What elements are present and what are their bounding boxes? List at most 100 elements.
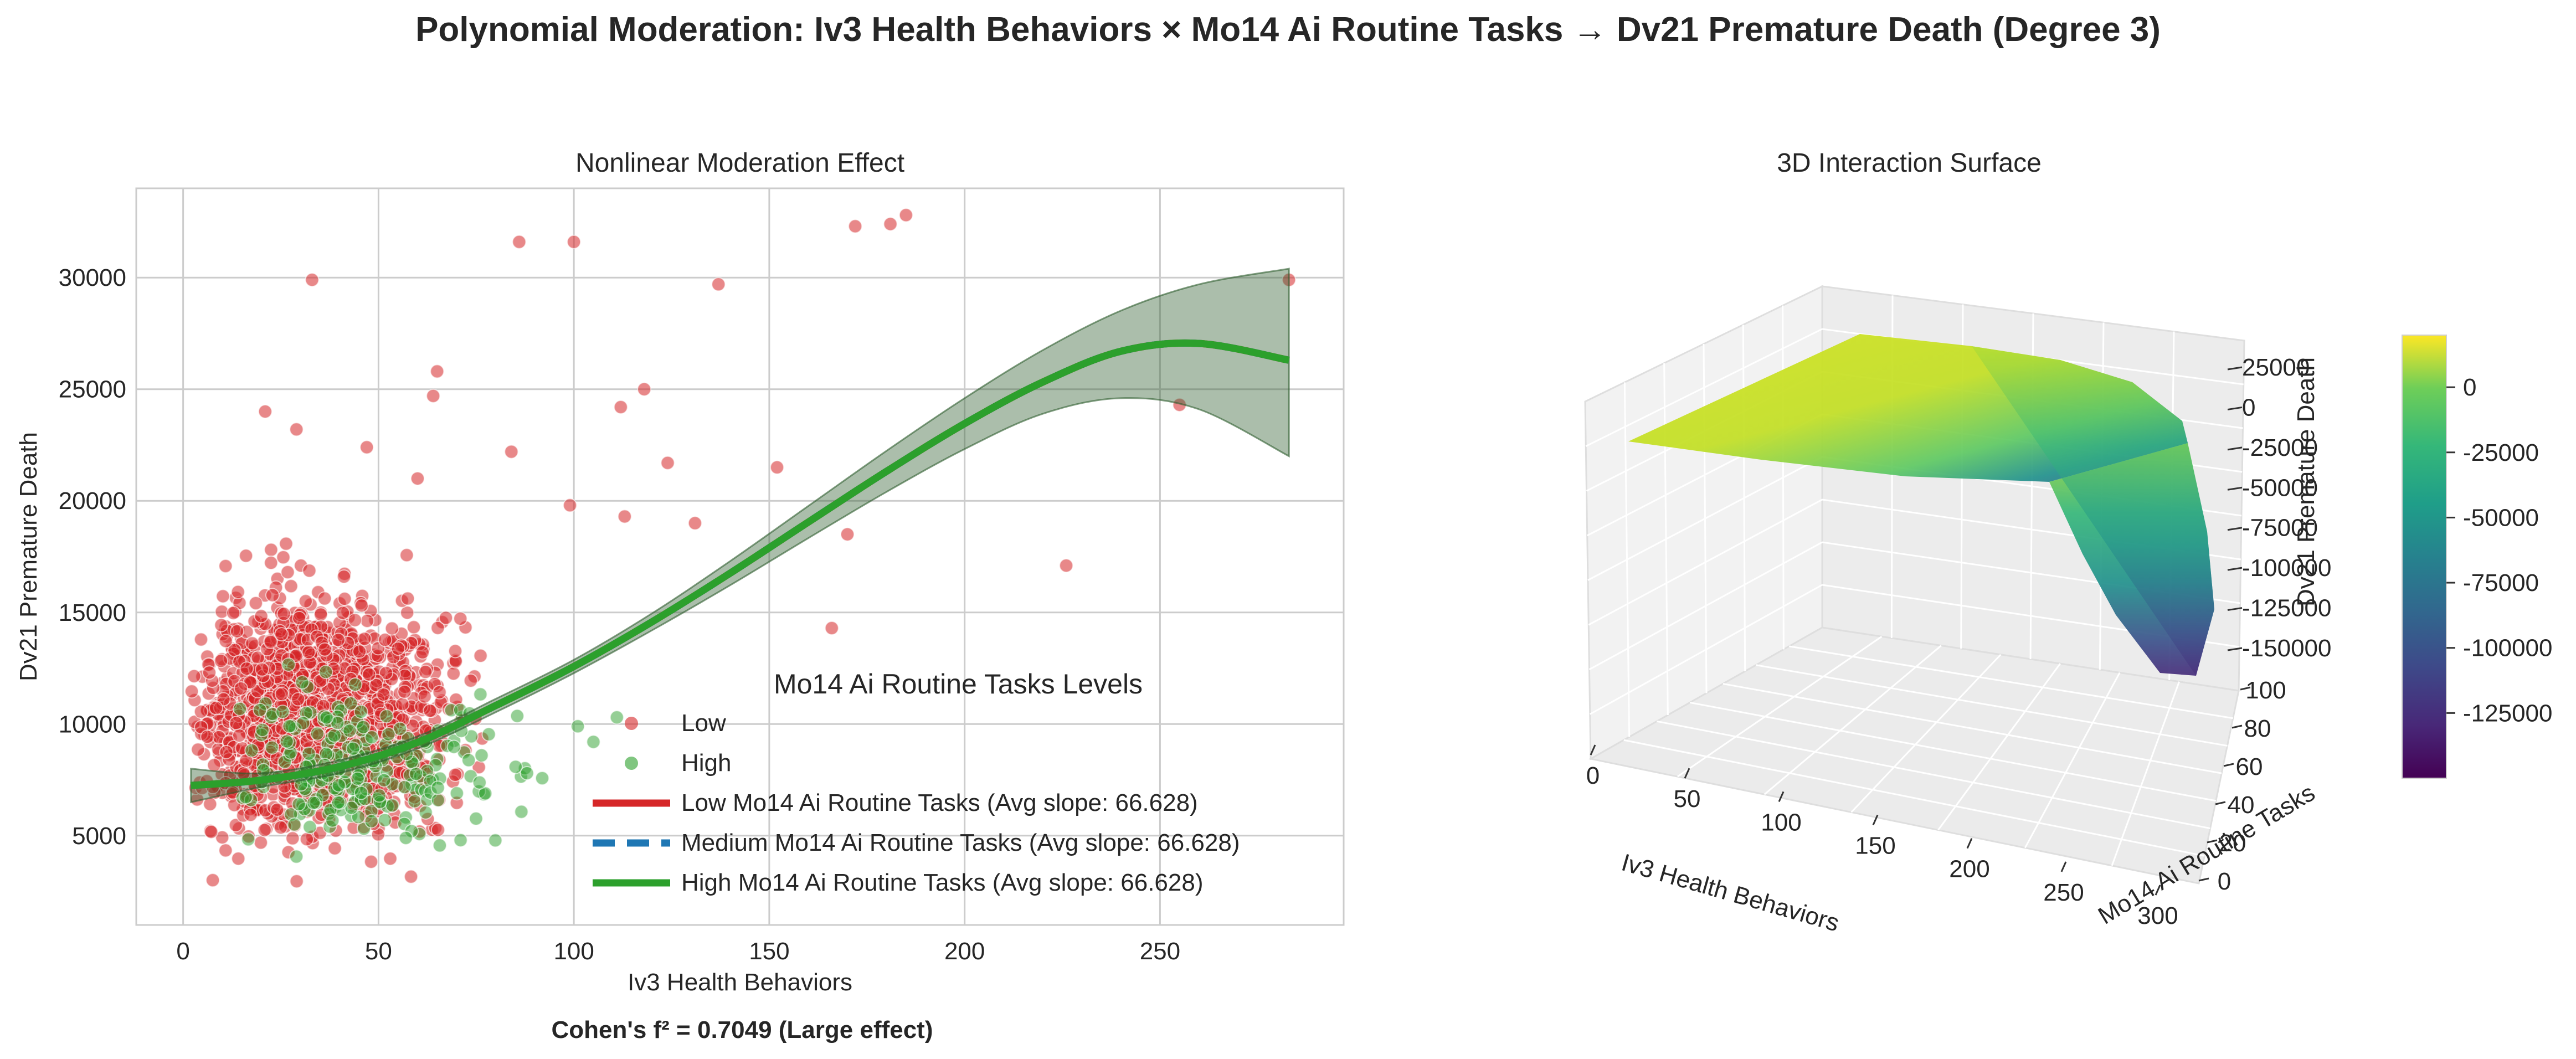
scatter-point (208, 701, 223, 716)
scatter-point (214, 654, 229, 669)
scatter-point (563, 498, 578, 513)
scatter-point (364, 814, 379, 829)
legend-marker (625, 757, 638, 770)
scatter-point (372, 788, 387, 803)
y3d-tick-label: 40 (2228, 791, 2255, 819)
scatter-point (353, 704, 368, 719)
scatter-point (357, 631, 372, 646)
scatter-point (302, 563, 317, 578)
scatter-point (253, 702, 268, 717)
confidence-band-area (190, 268, 1290, 804)
scatter-point (488, 833, 503, 848)
scatter-point (342, 723, 357, 738)
scatter-point (687, 516, 702, 531)
scatter-point (257, 822, 272, 837)
scatter-point (239, 548, 254, 563)
scatter-point (331, 778, 346, 793)
scatter-point (337, 569, 352, 584)
scatter-point (711, 277, 726, 292)
scatter-point (204, 824, 219, 839)
scatter-point (504, 444, 519, 459)
scatter-point (352, 644, 367, 659)
scatter-point (241, 832, 256, 847)
scatter-point (350, 771, 365, 786)
scatter-point (202, 665, 217, 680)
x3d-tick-label: 150 (1855, 832, 1895, 860)
y3d-tick (2207, 839, 2218, 844)
scatter-point (191, 742, 205, 757)
scatter-point (613, 399, 628, 414)
y-tick-label: 25000 (59, 376, 126, 403)
scatter-point (310, 726, 325, 741)
y3d-tick-label: 60 (2236, 753, 2263, 780)
scatter-point (275, 705, 290, 719)
z3d-tick-label: -150000 (2242, 635, 2331, 662)
scatter-point (397, 684, 412, 699)
x-tick-label: 250 (1140, 938, 1180, 965)
scatter-point (194, 632, 209, 647)
scatter-point (253, 835, 268, 850)
scatter-point (306, 795, 321, 810)
x3d-tick-label: 200 (1949, 856, 1989, 883)
scatter-point (313, 607, 328, 622)
x3d-tick (1590, 744, 1596, 755)
confidence-band (190, 268, 1290, 804)
scatter-point (279, 536, 294, 551)
z3d-tick (2227, 486, 2243, 491)
scatter-point (364, 730, 379, 745)
scatter-point (512, 234, 527, 249)
surface-slope (1972, 346, 2214, 676)
scatter-point (393, 721, 408, 736)
scatter-point (384, 621, 399, 636)
fit-line-high (191, 339, 1290, 789)
scatter-point (461, 753, 476, 768)
scatter-point (453, 611, 468, 626)
floor-gridline (1677, 636, 1883, 778)
scatter-point (274, 687, 289, 702)
scatter-point (305, 273, 320, 287)
scatter-point (637, 382, 652, 397)
scatter-point (469, 811, 484, 826)
axes-3d: 0 50 100 150 200 250 300 0 20 40 60 80 100 25000 0 -250… (1586, 354, 2332, 929)
scatter-point (205, 873, 220, 888)
scatter-point (359, 440, 374, 455)
scatter-point (265, 588, 280, 603)
scatter-point (230, 584, 245, 599)
scatter-point (356, 719, 371, 734)
left-x-axis-label: Iv3 Health Behaviors (628, 969, 852, 996)
scatter-point (230, 624, 245, 639)
scatter-point (218, 843, 233, 858)
scatter-point (318, 665, 333, 680)
scatter-point (219, 744, 234, 759)
scatter-point (410, 471, 425, 486)
scatter-point (379, 666, 394, 681)
legend-label: Low (681, 710, 726, 737)
scatter-point (354, 598, 369, 613)
legend-entries: Low High Low Mo14 Ai Routine Tasks (Avg sl… (593, 710, 1240, 896)
scatter-point (218, 559, 233, 574)
x-tick-label: 150 (749, 938, 789, 965)
z3d-tick (2227, 446, 2243, 451)
scatter-point (417, 689, 432, 704)
x-tick-label: 50 (365, 938, 392, 965)
scatter-point (381, 727, 396, 742)
scatter-point (327, 841, 342, 856)
scatter-point (317, 642, 332, 657)
floor-gridline (1689, 701, 2217, 802)
scatter-point (238, 790, 253, 805)
scatter-point (617, 509, 632, 524)
x3d-tick (1872, 814, 1879, 826)
scatter-point (280, 565, 295, 580)
left-tick-labels: 0 50 100 150 200 250 5000 10000 15000 20000 25000 3… (59, 264, 1180, 965)
y3d-tick (2240, 686, 2251, 691)
scatter-point (409, 767, 424, 782)
scatter-point (395, 697, 410, 712)
y-tick-label: 30000 (59, 264, 126, 291)
scatter-point (289, 422, 304, 437)
z3d-tick-label: -75000 (2242, 515, 2318, 542)
scatter-point (276, 606, 291, 621)
left-scatter-points (184, 208, 1297, 889)
floor-gridline (1937, 663, 2061, 831)
legend: Mo14 Ai Routine Tasks Levels Low High Low … (593, 669, 1240, 896)
